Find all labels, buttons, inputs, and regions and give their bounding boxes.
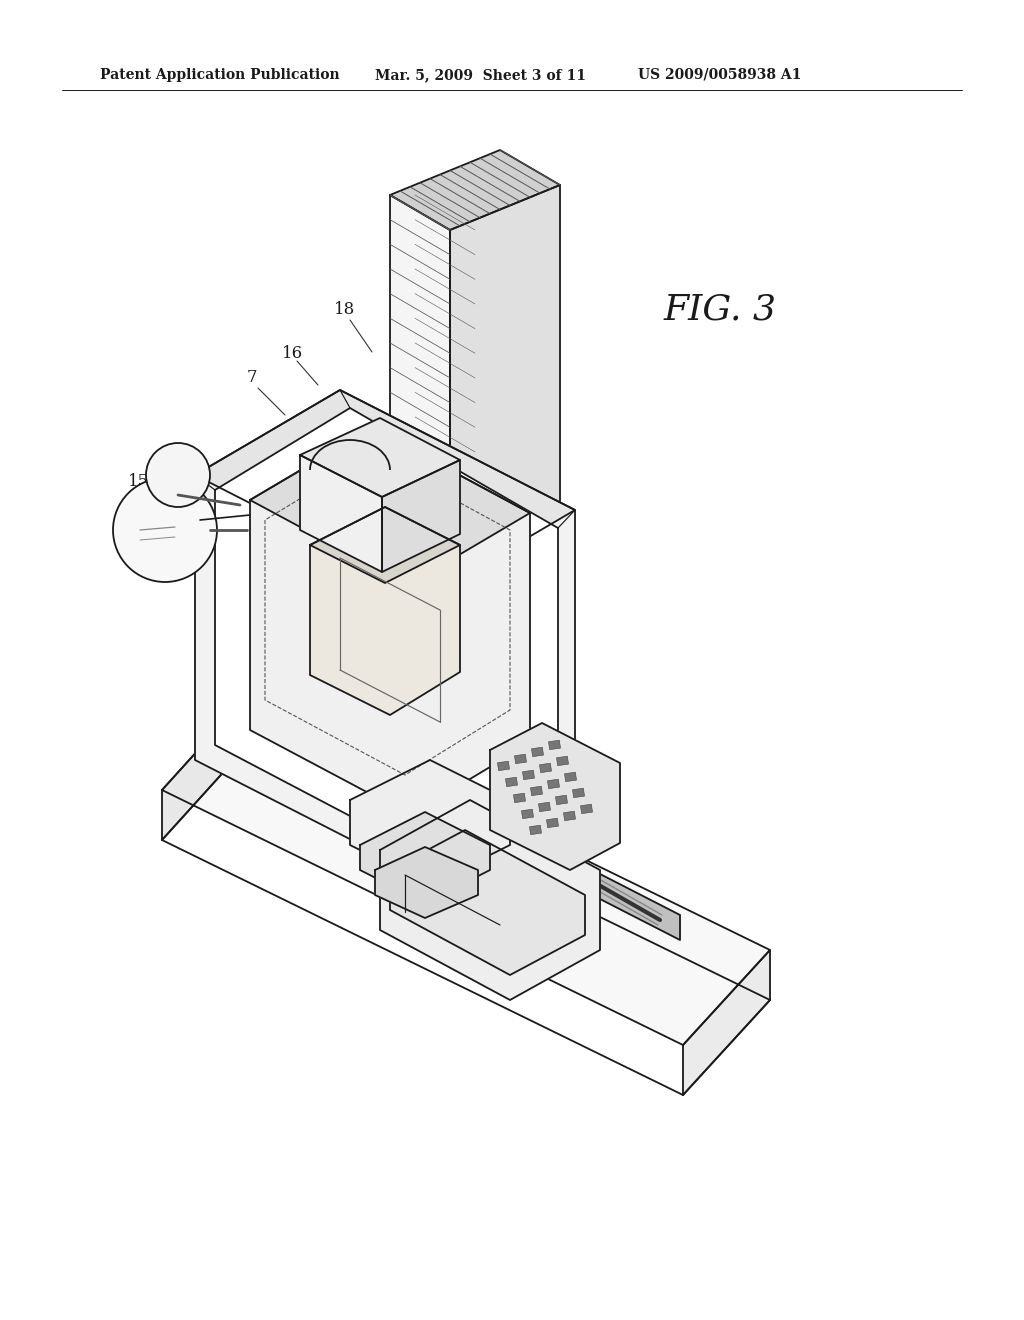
Bar — [521, 809, 534, 818]
Polygon shape — [215, 408, 558, 858]
Polygon shape — [195, 389, 575, 880]
Text: 7: 7 — [215, 676, 225, 693]
Bar — [506, 777, 517, 787]
Polygon shape — [280, 710, 680, 940]
Bar — [563, 812, 575, 821]
Bar — [522, 770, 535, 780]
Text: Mar. 5, 2009  Sheet 3 of 11: Mar. 5, 2009 Sheet 3 of 11 — [375, 69, 586, 82]
Bar — [513, 793, 525, 803]
Bar — [540, 763, 552, 772]
Polygon shape — [300, 418, 460, 498]
Bar — [581, 804, 593, 813]
Text: 8: 8 — [524, 239, 536, 256]
Text: 7: 7 — [247, 370, 257, 387]
Bar — [548, 779, 559, 788]
Bar — [529, 825, 542, 834]
Bar — [514, 754, 526, 764]
Polygon shape — [162, 696, 248, 840]
Polygon shape — [250, 428, 530, 585]
Bar — [549, 741, 560, 750]
Polygon shape — [300, 455, 382, 572]
Text: FIG. 3: FIG. 3 — [664, 293, 776, 327]
Polygon shape — [310, 507, 460, 715]
Bar — [539, 803, 551, 812]
Polygon shape — [490, 723, 620, 870]
Polygon shape — [290, 733, 350, 789]
Polygon shape — [330, 714, 390, 777]
Bar — [564, 772, 577, 781]
Bar — [556, 756, 568, 766]
Polygon shape — [350, 760, 510, 884]
Bar — [531, 747, 544, 756]
Bar — [498, 762, 510, 771]
Bar — [572, 788, 585, 797]
Circle shape — [146, 444, 210, 507]
Polygon shape — [270, 665, 360, 710]
Polygon shape — [380, 800, 600, 1001]
Circle shape — [113, 478, 217, 582]
Polygon shape — [280, 680, 340, 735]
Bar — [555, 795, 567, 805]
Polygon shape — [250, 428, 530, 814]
Polygon shape — [450, 185, 560, 945]
Polygon shape — [390, 830, 585, 975]
Text: 18: 18 — [335, 301, 355, 318]
Polygon shape — [162, 696, 770, 1045]
Polygon shape — [683, 950, 770, 1096]
Polygon shape — [390, 150, 560, 230]
Polygon shape — [195, 389, 575, 595]
Bar — [547, 818, 558, 828]
Polygon shape — [382, 459, 460, 572]
Polygon shape — [375, 847, 478, 917]
Text: 10: 10 — [487, 630, 509, 647]
Bar — [530, 787, 543, 796]
Text: US 2009/0058938 A1: US 2009/0058938 A1 — [638, 69, 802, 82]
Polygon shape — [310, 507, 460, 583]
Text: 6: 6 — [205, 719, 215, 737]
Text: Patent Application Publication: Patent Application Publication — [100, 69, 340, 82]
Polygon shape — [360, 812, 490, 903]
Text: 16: 16 — [282, 345, 302, 362]
Text: 15: 15 — [127, 474, 148, 491]
Polygon shape — [390, 195, 450, 945]
